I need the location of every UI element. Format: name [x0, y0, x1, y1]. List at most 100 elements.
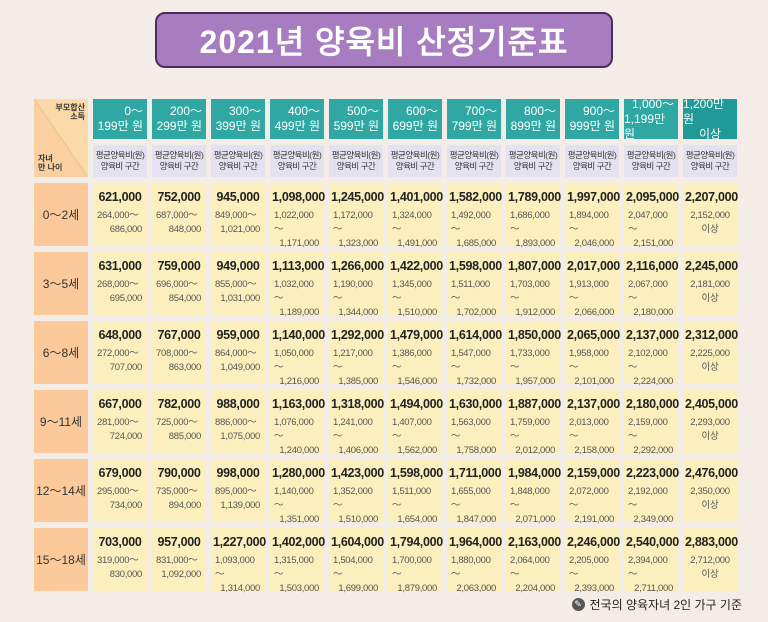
range-end: 1,562,000 — [397, 445, 437, 456]
range-end: 734,000 — [109, 500, 143, 511]
subheader-average-label: 평균양육비(원) — [331, 150, 381, 160]
range-end: 1,021,000 — [220, 224, 260, 235]
range-end: 1,049,000 — [220, 362, 260, 373]
average-cost: 988,000 — [216, 397, 260, 411]
range-start: 264,000～ — [97, 210, 139, 221]
average-cost: 2,116,000 — [626, 259, 679, 273]
income-bracket-line: 499만 원 — [274, 119, 320, 133]
range-start: 1,504,000～ — [333, 555, 373, 580]
average-cost: 2,223,000 — [626, 466, 679, 480]
average-cost: 949,000 — [216, 259, 260, 273]
table-cell: 1,422,000 1,345,000～ 1,510,000 — [388, 252, 443, 318]
subheader-range-label: 양육비 구간 — [336, 161, 376, 171]
range-start: 2,102,000～ — [628, 348, 668, 373]
average-cost: 1,630,000 — [449, 397, 502, 411]
range-start: 2,067,000～ — [628, 279, 668, 304]
range-end: 848,000 — [168, 224, 202, 235]
range-end: 1,654,000 — [397, 514, 437, 525]
table-cell: 1,479,000 1,386,000～ 1,546,000 — [388, 321, 443, 387]
range-end: 1,351,000 — [279, 514, 319, 525]
table-cell: 2,137,000 2,102,000～ 2,224,000 — [624, 321, 679, 387]
table-cell: 621,000 264,000～ 686,000 — [93, 183, 147, 246]
table-cell: 1,711,000 1,655,000～ 1,847,000 — [447, 459, 502, 525]
average-cost: 667,000 — [98, 397, 142, 411]
table-cell: 1,227,000 1,093,000～ 1,314,000 — [211, 528, 266, 594]
range-start: 1,958,000～ — [569, 348, 609, 373]
range-end: 1,240,000 — [279, 445, 319, 456]
table-cell: 1,598,000 1,511,000～ 1,654,000 — [388, 459, 443, 525]
average-cost: 945,000 — [216, 190, 260, 204]
subheader-average-label: 평균양육비(원) — [567, 150, 617, 160]
range-end: 2,191,000 — [574, 514, 614, 525]
table-cell: 679,000 295,000～ 734,000 — [93, 459, 147, 522]
range-start: 1,848,000～ — [510, 486, 550, 511]
range-start: 855,000～ — [215, 279, 257, 290]
table-cell: 2,540,000 2,394,000～ 2,711,000 — [624, 528, 679, 594]
range-start: 1,032,000～ — [274, 279, 314, 304]
column-subheader: 평균양육비(원) 양육비 구간 — [152, 145, 206, 177]
range-end: 1,699,000 — [338, 583, 378, 594]
income-bracket-line: 599만 원 — [333, 119, 379, 133]
range-end: 1,510,000 — [397, 307, 437, 318]
income-bracket-line: 300～ — [228, 104, 261, 118]
average-cost: 1,422,000 — [390, 259, 443, 273]
average-cost: 2,883,000 — [685, 535, 738, 549]
range-end: 이상 — [701, 569, 719, 580]
range-start: 2,072,000～ — [569, 486, 609, 511]
average-cost: 648,000 — [98, 328, 142, 342]
age-group-label: 9～11세 — [34, 390, 88, 453]
column-subheader: 평균양육비(원) 양육비 구간 — [270, 145, 324, 177]
column-subheader: 평균양육비(원) 양육비 구간 — [683, 145, 737, 177]
range-end: 2,158,000 — [574, 445, 614, 456]
range-end: 2,349,000 — [633, 514, 673, 525]
range-start: 281,000～ — [97, 417, 139, 428]
income-bracket-line: 400～ — [287, 104, 320, 118]
table-cell: 2,245,000 2,181,000 이상 — [683, 252, 738, 315]
table-cell: 1,582,000 1,492,000～ 1,685,000 — [447, 183, 502, 249]
range-start: 696,000～ — [156, 279, 198, 290]
table-cell: 1,245,000 1,172,000～ 1,323,000 — [329, 183, 384, 249]
range-start: 1,759,000～ — [510, 417, 550, 442]
table-cell: 2,137,000 2,013,000～ 2,158,000 — [565, 390, 620, 456]
average-cost: 959,000 — [216, 328, 260, 342]
range-end: 1,912,000 — [515, 307, 555, 318]
income-bracket-header: 900～ 999만 원 — [565, 99, 619, 139]
range-start: 1,093,000～ — [215, 555, 255, 580]
table-cell: 1,423,000 1,352,000～ 1,510,000 — [329, 459, 384, 525]
average-cost: 957,000 — [157, 535, 201, 549]
range-end: 2,066,000 — [574, 307, 614, 318]
table-cell: 1,614,000 1,547,000～ 1,732,000 — [447, 321, 502, 387]
average-cost: 1,850,000 — [508, 328, 561, 342]
income-bracket-line: 199만 원 — [97, 119, 143, 133]
average-cost: 1,245,000 — [331, 190, 384, 204]
table-cell: 782,000 725,000～ 885,000 — [152, 390, 206, 453]
range-start: 1,352,000～ — [333, 486, 373, 511]
income-bracket-line: 799만 원 — [451, 119, 497, 133]
income-bracket-header: 1,000～ 1,199만 원 — [624, 97, 678, 141]
income-bracket-header: 300～ 399만 원 — [211, 99, 265, 139]
range-end: 1,216,000 — [279, 376, 319, 387]
range-start: 2,350,000 — [690, 486, 730, 497]
table-cell: 631,000 268,000～ 695,000 — [93, 252, 147, 315]
range-start: 1,894,000～ — [569, 210, 609, 235]
table-cell: 1,997,000 1,894,000～ 2,046,000 — [565, 183, 620, 249]
range-start: 708,000～ — [156, 348, 198, 359]
average-cost: 767,000 — [157, 328, 201, 342]
range-start: 1,703,000～ — [510, 279, 550, 304]
subheader-range-label: 양육비 구간 — [572, 161, 612, 171]
range-end: 2,292,000 — [633, 445, 673, 456]
range-end: 1,893,000 — [515, 238, 555, 249]
range-end: 1,957,000 — [515, 376, 555, 387]
table-cell: 998,000 895,000～ 1,139,000 — [211, 459, 265, 522]
range-end: 1,139,000 — [220, 500, 260, 511]
average-cost: 1,964,000 — [449, 535, 502, 549]
range-end: 2,224,000 — [633, 376, 673, 387]
table-cell: 1,794,000 1,700,000～ 1,879,000 — [388, 528, 443, 594]
range-start: 886,000～ — [215, 417, 257, 428]
age-group-label: 0～2세 — [34, 183, 88, 246]
subheader-average-label: 평균양육비(원) — [685, 150, 735, 160]
range-start: 1,217,000～ — [333, 348, 373, 373]
income-bracket-line: 200～ — [169, 104, 202, 118]
footnote-text: 전국의 양육자녀 2인 가구 기준 — [589, 598, 743, 612]
range-start: 864,000～ — [215, 348, 257, 359]
